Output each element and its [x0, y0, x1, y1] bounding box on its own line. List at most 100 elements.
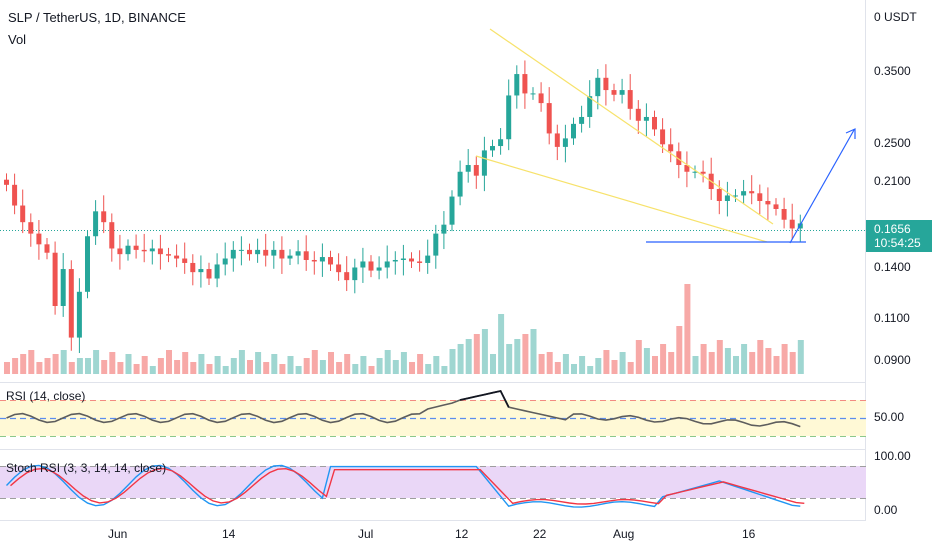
- time-tick-aug: Aug: [613, 527, 635, 541]
- volume-bar: [473, 334, 480, 374]
- volume-bar: [214, 356, 221, 374]
- volume-bar: [490, 354, 496, 374]
- candle-body: [789, 219, 795, 229]
- candle-body: [741, 191, 747, 196]
- candle-body: [506, 95, 512, 140]
- volume-bar: [635, 340, 642, 374]
- volume-bar: [684, 284, 691, 374]
- candle-body: [587, 96, 593, 117]
- volume-bar: [643, 348, 650, 374]
- volume-bar: [52, 354, 59, 374]
- volume-bar: [182, 352, 189, 374]
- volume-bar: [506, 344, 513, 374]
- projection-arrow[interactable]: [789, 129, 855, 244]
- candle-body: [441, 224, 447, 234]
- volume-bar: [360, 356, 367, 374]
- candle-body: [490, 146, 495, 151]
- wedge-lower-line[interactable]: [475, 155, 768, 243]
- volume-bar: [449, 349, 456, 374]
- candle-body: [149, 248, 155, 252]
- last-price-value: 0.1656: [874, 222, 911, 236]
- time-tick-22: 22: [533, 527, 547, 541]
- candle-body: [238, 249, 244, 251]
- candle-body: [652, 116, 657, 130]
- candle-body: [109, 222, 115, 249]
- volume-indicator-label[interactable]: Vol: [8, 32, 27, 47]
- candle-body: [182, 258, 188, 263]
- candle-body: [643, 116, 649, 121]
- candle-body: [76, 291, 82, 338]
- candle-body: [724, 195, 730, 201]
- candle-body: [20, 205, 26, 223]
- candle-body: [141, 249, 147, 252]
- candle-body: [319, 257, 325, 262]
- volume-bar: [409, 362, 415, 374]
- volume-bar: [797, 340, 804, 374]
- volume-bar: [336, 362, 343, 374]
- volume-bar: [141, 356, 148, 374]
- volume-bar: [247, 360, 253, 374]
- volume-bar: [174, 360, 181, 374]
- volume-bar: [554, 362, 561, 374]
- volume-bar: [733, 356, 739, 374]
- stoch-tick-0: 0.00: [874, 503, 898, 517]
- candle-body: [352, 267, 358, 281]
- volume-bar: [652, 356, 658, 374]
- price-tick-0-25: 0.2500: [874, 136, 911, 150]
- candle-body: [206, 269, 212, 279]
- volume-bar: [230, 358, 237, 374]
- candle-body: [303, 251, 309, 260]
- candle-body: [692, 171, 698, 173]
- candle-body: [344, 272, 350, 281]
- candle-body: [522, 74, 528, 94]
- volume-bar: [724, 348, 731, 374]
- candle-body: [781, 208, 787, 220]
- wedge-upper-line[interactable]: [489, 28, 774, 225]
- volume-bar: [741, 344, 748, 374]
- volume-bar: [757, 340, 764, 374]
- volume-bar: [352, 364, 359, 374]
- candle-body: [668, 144, 674, 152]
- candle-body: [360, 261, 366, 268]
- candle-body: [85, 236, 90, 292]
- chart-title[interactable]: SLP / TetherUS, 1D, BINANCE: [8, 10, 186, 25]
- candle-body: [60, 269, 66, 306]
- candle-body: [368, 261, 374, 271]
- volume-bar: [530, 329, 537, 374]
- volume-bar: [109, 352, 116, 374]
- projection-arrowhead: [845, 128, 856, 139]
- candle-body: [773, 204, 779, 209]
- volume-bar: [392, 360, 399, 374]
- rsi-tick-50: 50.00: [874, 410, 905, 424]
- time-tick-jun: Jun: [108, 527, 128, 541]
- candle-body: [562, 138, 568, 147]
- rsi-indicator-label[interactable]: RSI (14, close): [6, 389, 86, 403]
- volume-bar: [206, 364, 213, 374]
- volume-bar: [676, 326, 683, 374]
- time-tick-12: 12: [455, 527, 469, 541]
- candle-body: [263, 249, 269, 256]
- volume-bar: [611, 360, 618, 374]
- volume-bar: [749, 352, 756, 374]
- candle-body: [579, 116, 585, 124]
- time-tick-16: 16: [742, 527, 756, 541]
- volume-bar: [546, 352, 553, 374]
- candle-body: [328, 257, 333, 265]
- candle-body: [684, 165, 690, 172]
- volume-bar: [271, 354, 278, 374]
- volume-bar: [603, 350, 610, 374]
- volume-bar: [125, 354, 132, 374]
- candle-body: [627, 90, 633, 109]
- volume-bar: [76, 358, 83, 374]
- volume-bar: [295, 366, 302, 374]
- candle-body: [247, 249, 252, 255]
- candle-body: [425, 255, 431, 263]
- stoch-indicator-label[interactable]: Stoch RSI (3, 3, 14, 14, close): [6, 461, 167, 475]
- volume-bar: [344, 354, 351, 374]
- volume-bar: [789, 352, 796, 374]
- candle-body: [28, 222, 34, 234]
- candle-body: [554, 133, 560, 147]
- candle-body: [336, 264, 342, 273]
- volume-bar: [465, 339, 472, 374]
